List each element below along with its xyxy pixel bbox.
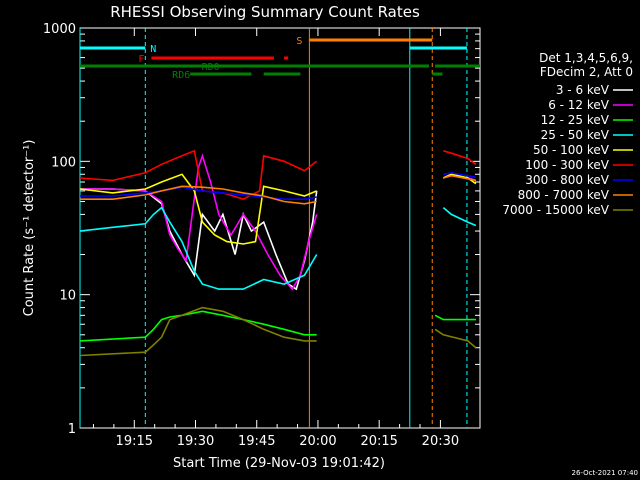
legend: Det 1,3,4,5,6,9,FDecim 2, Att 0 3 - 6 keV… (502, 51, 633, 217)
y-tick-label: 10 (59, 289, 76, 304)
series-line-8 (80, 185, 317, 205)
y-axis-label: Count Rate (s⁻¹ detector⁻¹) (22, 140, 37, 317)
legend-entry-label: 800 - 7000 keV (518, 188, 610, 202)
legend-entry-label: 12 - 25 keV (541, 113, 610, 127)
flag-label-s: S (296, 36, 302, 47)
legend-entry-label: 7000 - 15000 keV (502, 203, 609, 217)
legend-header-line: Det 1,3,4,5,6,9, (539, 51, 633, 65)
legend-entry-label: 3 - 6 keV (556, 83, 610, 97)
legend-header-line: FDecim 2, Att 0 (540, 65, 633, 79)
series-line-5 (79, 173, 318, 245)
series-line-3-late (434, 314, 476, 321)
y-tick-label: 1000 (43, 22, 76, 37)
series-line-7-late (443, 171, 477, 178)
x-tick-label: 19:30 (177, 434, 214, 449)
series-line-8-late (443, 174, 477, 182)
legend-entry-label: 300 - 800 keV (525, 173, 609, 187)
series-line-6-late (443, 150, 477, 165)
x-tick-label: 20:00 (299, 434, 336, 449)
x-tick-label: 20:30 (422, 434, 459, 449)
y-tick-label: 1 (68, 422, 76, 437)
flag-label-n: N (150, 44, 156, 55)
x-tick-label: 19:45 (238, 434, 275, 449)
legend-entry-label: 6 - 12 keV (548, 98, 610, 112)
footer-timestamp: 26-Oct-2021 07:40 (572, 469, 638, 477)
series-line-4-late (442, 206, 477, 227)
y-tick-label: 100 (51, 155, 76, 170)
plot-area: 19:15 19:30 19:45 20:00 20:15 20:30 1 10 100 1000… (43, 22, 481, 449)
series-line-9 (79, 306, 317, 357)
legend-entry-label: 50 - 100 keV (533, 143, 610, 157)
series-line-2 (80, 153, 318, 291)
flag-label-rd6: RD6 (172, 70, 190, 81)
series-line-9-late (434, 328, 477, 349)
x-axis-label: Start Time (29-Nov-03 19:01:42) (173, 456, 385, 471)
x-tick-label: 19:15 (116, 434, 153, 449)
series-line-7 (80, 186, 317, 200)
series-line-4 (79, 206, 318, 290)
flag-label-rd0: RD0 (202, 62, 220, 73)
chart-title: RHESSI Observing Summary Count Rates (110, 3, 420, 21)
legend-entry-label: 100 - 300 keV (525, 158, 609, 172)
legend-entry-label: 25 - 50 keV (541, 128, 610, 142)
flag-label-f: F (138, 54, 144, 65)
x-tick-label: 20:15 (360, 434, 397, 449)
series-line-3 (79, 310, 317, 342)
